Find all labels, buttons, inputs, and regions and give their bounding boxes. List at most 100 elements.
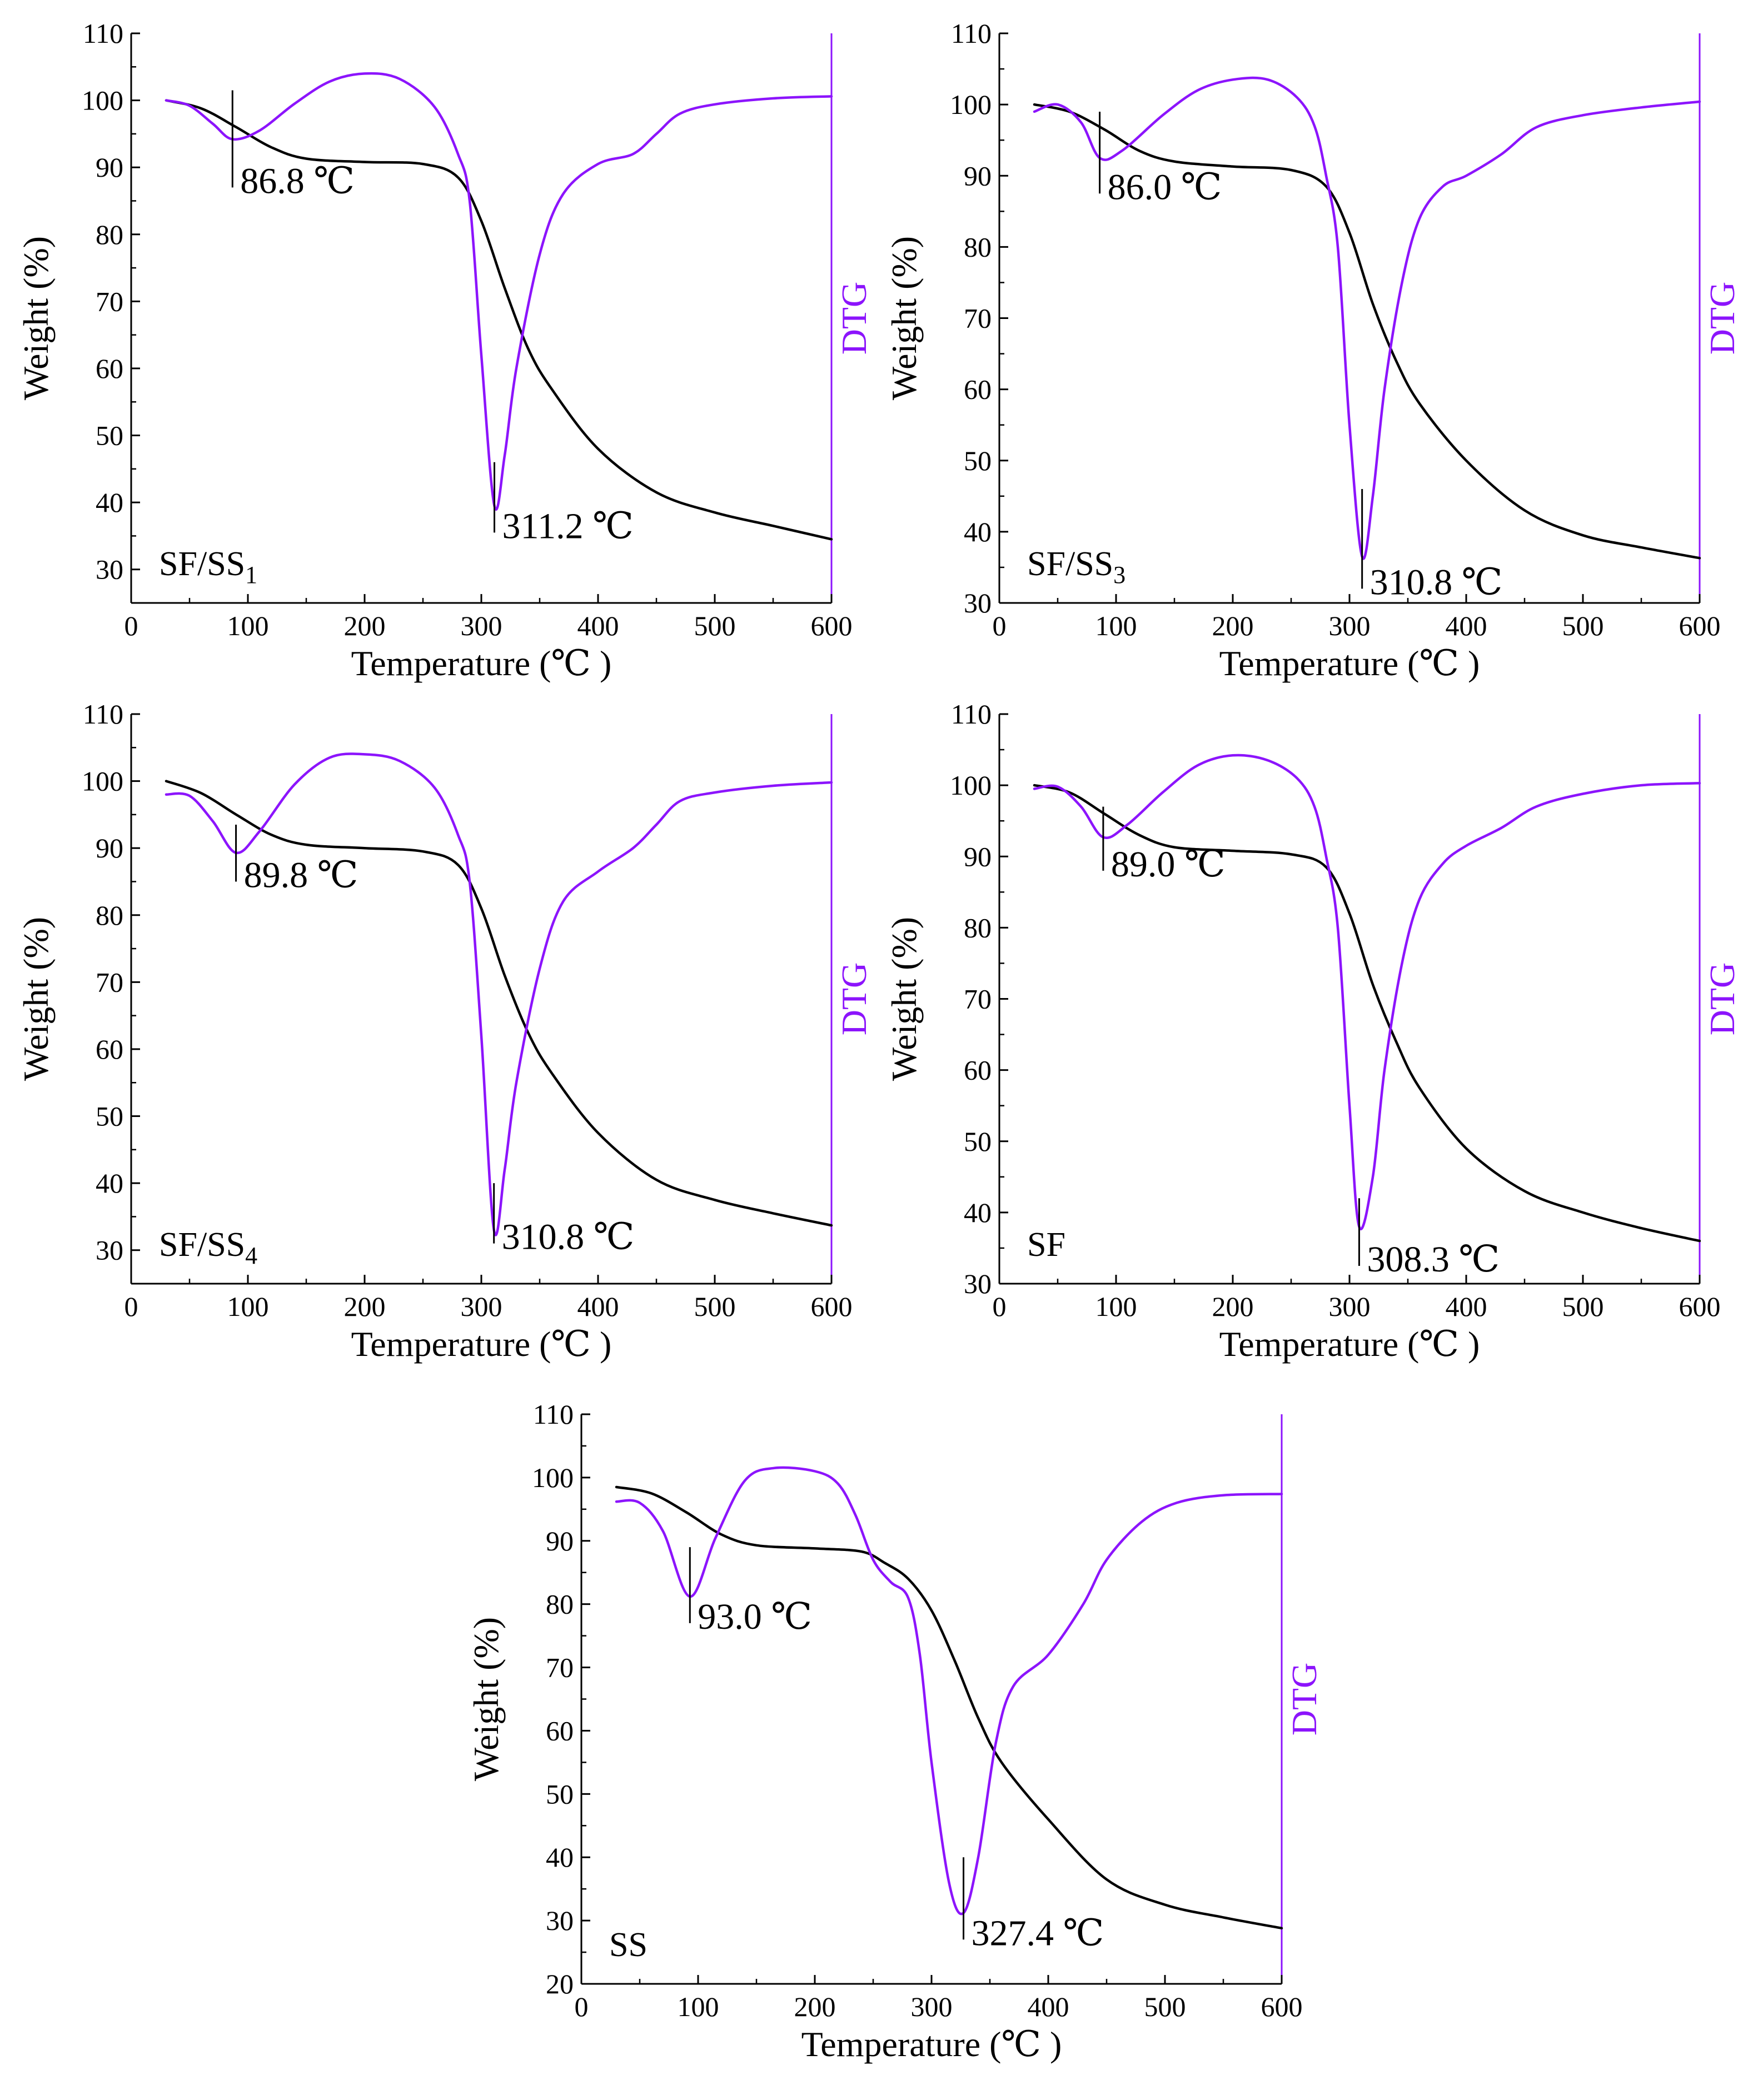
y-tick-label: 100 [82,766,123,797]
y-tick-label: 100 [950,89,992,120]
x-tick-label: 0 [993,610,1007,641]
weight-line [165,780,833,1227]
y-tick-label: 90 [964,160,992,191]
peak-temperature-label: 89.8 ℃ [244,855,358,895]
sample-label: SF/SS3 [1027,545,1125,588]
panel-1: 0 100 200 300 400 500 600 30 40 50 60 70 80 90 100 110 T… [16,18,874,683]
y-tick-label: 50 [546,1778,574,1809]
panel-4: 0 100 200 300 400 500 600 30 40 50 60 70 80 90 100 110 T… [884,699,1742,1364]
x-tick-label: 400 [577,610,619,641]
x-tick-label: 300 [911,1991,953,2022]
x-tick-label: 200 [344,610,386,641]
y-tick-label: 80 [96,900,123,931]
x-tick-label: 600 [811,610,853,641]
y-tick-label: 40 [96,1168,123,1199]
dtg-axis-title: DTG [1284,1663,1324,1736]
y-tick-label: 110 [83,699,123,730]
y-tick-label: 20 [546,1968,574,1999]
x-tick-label: 400 [1446,1291,1487,1322]
x-axis-title: Temperature (℃ ) [351,644,612,683]
y-tick-label: 60 [96,1034,123,1065]
x-tick-label: 300 [461,610,502,641]
y-tick-label: 110 [951,699,992,730]
x-tick-label: 500 [694,610,736,641]
dtg-line [165,752,833,1236]
sample-label-main: SF [1027,1226,1065,1264]
peak-temperature-label: 310.8 ℃ [502,1217,635,1258]
x-tick-label: 100 [1095,1291,1137,1322]
x-tick-label: 0 [124,1291,138,1322]
dtg-line [1033,754,1701,1230]
sample-label-main: SF/SS [159,1226,245,1264]
peak-temperature-label: 308.3 ℃ [1367,1239,1500,1280]
sample-label-subscript: 1 [245,561,257,588]
weight-line [615,1485,1283,1930]
x-tick-label: 100 [1095,610,1137,641]
x-tick-label: 100 [227,610,269,641]
y-tick-label: 80 [964,912,992,943]
y-tick-label: 110 [533,1399,574,1430]
peak-temperature-label: 89.0 ℃ [1111,844,1226,885]
x-tick-label: 300 [461,1291,502,1322]
weight-line [1033,784,1701,1243]
y-tick-label: 40 [546,1842,574,1873]
sample-label: SF/SS4 [159,1226,257,1269]
x-tick-label: 500 [1144,1991,1186,2022]
y-tick-label: 70 [546,1652,574,1683]
y-tick-label: 110 [83,18,123,49]
dtg-line [615,1466,1283,1916]
y-tick-label: 30 [964,587,992,618]
dtg-axis-title: DTG [1702,282,1742,355]
x-tick-label: 0 [124,610,138,641]
x-tick-label: 500 [1562,1291,1604,1322]
y-tick-label: 100 [532,1462,574,1493]
y-tick-label: 90 [964,841,992,872]
y-tick-label: 80 [96,219,123,250]
x-tick-label: 400 [1446,610,1487,641]
dtg-line [165,72,833,511]
sample-label-subscript: 4 [245,1242,257,1269]
x-tick-label: 200 [794,1991,836,2022]
x-axis-title: Temperature (℃ ) [351,1324,612,1364]
peak-temperature-label: 311.2 ℃ [502,506,634,546]
sample-label: SS [609,1926,648,1964]
peak-temperature-label: 310.8 ℃ [1370,562,1503,602]
y-axis-title: Weight (%) [16,917,56,1081]
y-tick-label: 30 [96,554,123,585]
x-tick-label: 0 [993,1291,1007,1322]
x-tick-label: 200 [1212,1291,1254,1322]
x-tick-label: 600 [1261,1991,1303,2022]
y-tick-label: 90 [546,1525,574,1557]
y-tick-label: 70 [964,303,992,334]
sample-label-main: SF/SS [159,545,245,583]
y-tick-label: 100 [950,770,992,801]
dtg-line [1033,76,1701,560]
y-tick-label: 60 [964,1055,992,1086]
y-axis-title: Weight (%) [16,236,56,400]
y-tick-label: 30 [964,1268,992,1299]
x-tick-label: 600 [811,1291,853,1322]
panel-2: 0 100 200 300 400 500 600 30 40 50 60 70 80 90 100 110 T… [884,18,1742,683]
sample-label-subscript: 3 [1113,561,1125,588]
y-tick-label: 90 [96,152,123,183]
peak-temperature-label: 86.8 ℃ [240,161,355,201]
sample-label: SF/SS1 [159,545,257,588]
y-tick-label: 60 [546,1715,574,1746]
y-tick-label: 60 [964,374,992,405]
y-tick-label: 80 [964,231,992,262]
panel-5: 0 100 200 300 400 500 600 20 30 40 50 60 70 80 90 100 11… [466,1399,1324,2064]
y-tick-label: 90 [96,832,123,864]
y-tick-label: 40 [964,516,992,547]
y-axis-title: Weight (%) [466,1617,506,1781]
dtg-axis-title: DTG [834,962,874,1036]
y-tick-label: 70 [96,966,123,997]
panel-3: 0 100 200 300 400 500 600 30 40 50 60 70 80 90 100 110 T… [16,699,874,1364]
y-axis-title: Weight (%) [884,236,924,400]
weight-line [165,99,833,541]
dtg-axis-title: DTG [1702,962,1742,1036]
x-tick-label: 100 [227,1291,269,1322]
x-tick-label: 600 [1679,1291,1721,1322]
y-tick-label: 30 [96,1235,123,1266]
